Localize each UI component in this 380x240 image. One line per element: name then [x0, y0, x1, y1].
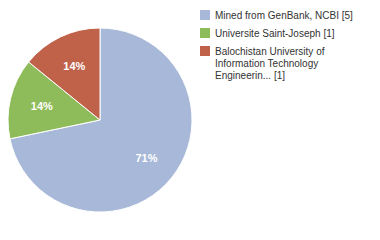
- legend-label: Mined from GenBank, NCBI [5]: [215, 10, 353, 21]
- slices: [8, 28, 192, 212]
- legend-swatch: [200, 28, 210, 38]
- legend-label: Balochistan University ofInformation Tec…: [215, 46, 325, 81]
- legend: Mined from GenBank, NCBI [5] Universite S…: [200, 10, 353, 81]
- data-label: 71%: [135, 152, 157, 164]
- pie-slice: [29, 28, 100, 120]
- data-label: 14%: [63, 60, 85, 72]
- legend-swatch: [200, 10, 210, 20]
- data-label: 14%: [31, 100, 53, 112]
- legend-swatch: [200, 46, 210, 56]
- data-labels: 71% 14% 14%: [31, 60, 158, 164]
- chart: 71% 14% 14% Mined from GenBank, NCBI [5] Uni…: [0, 0, 380, 240]
- legend-label: Universite Saint-Joseph [1]: [215, 28, 335, 39]
